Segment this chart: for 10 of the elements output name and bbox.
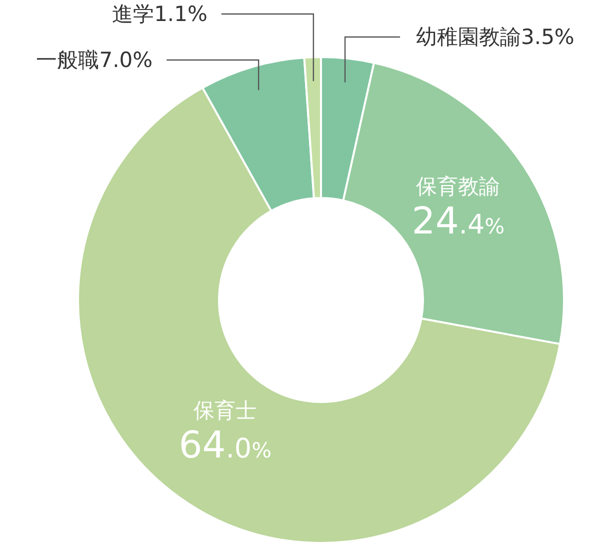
slice-label: 幼稚園教諭 (416, 25, 522, 49)
data-label: 3.5% (521, 25, 574, 49)
data-label: 7.0% (99, 48, 153, 72)
slice-label: 保育教諭 (416, 174, 500, 198)
data-label: 24.4% (412, 199, 505, 242)
data-label: 1.1% (154, 2, 208, 26)
slice-label: 保育士 (194, 398, 257, 423)
data-label: 64.0% (178, 424, 272, 467)
slice-label: 進学 (112, 2, 154, 26)
slice-label: 一般職 (36, 48, 100, 72)
